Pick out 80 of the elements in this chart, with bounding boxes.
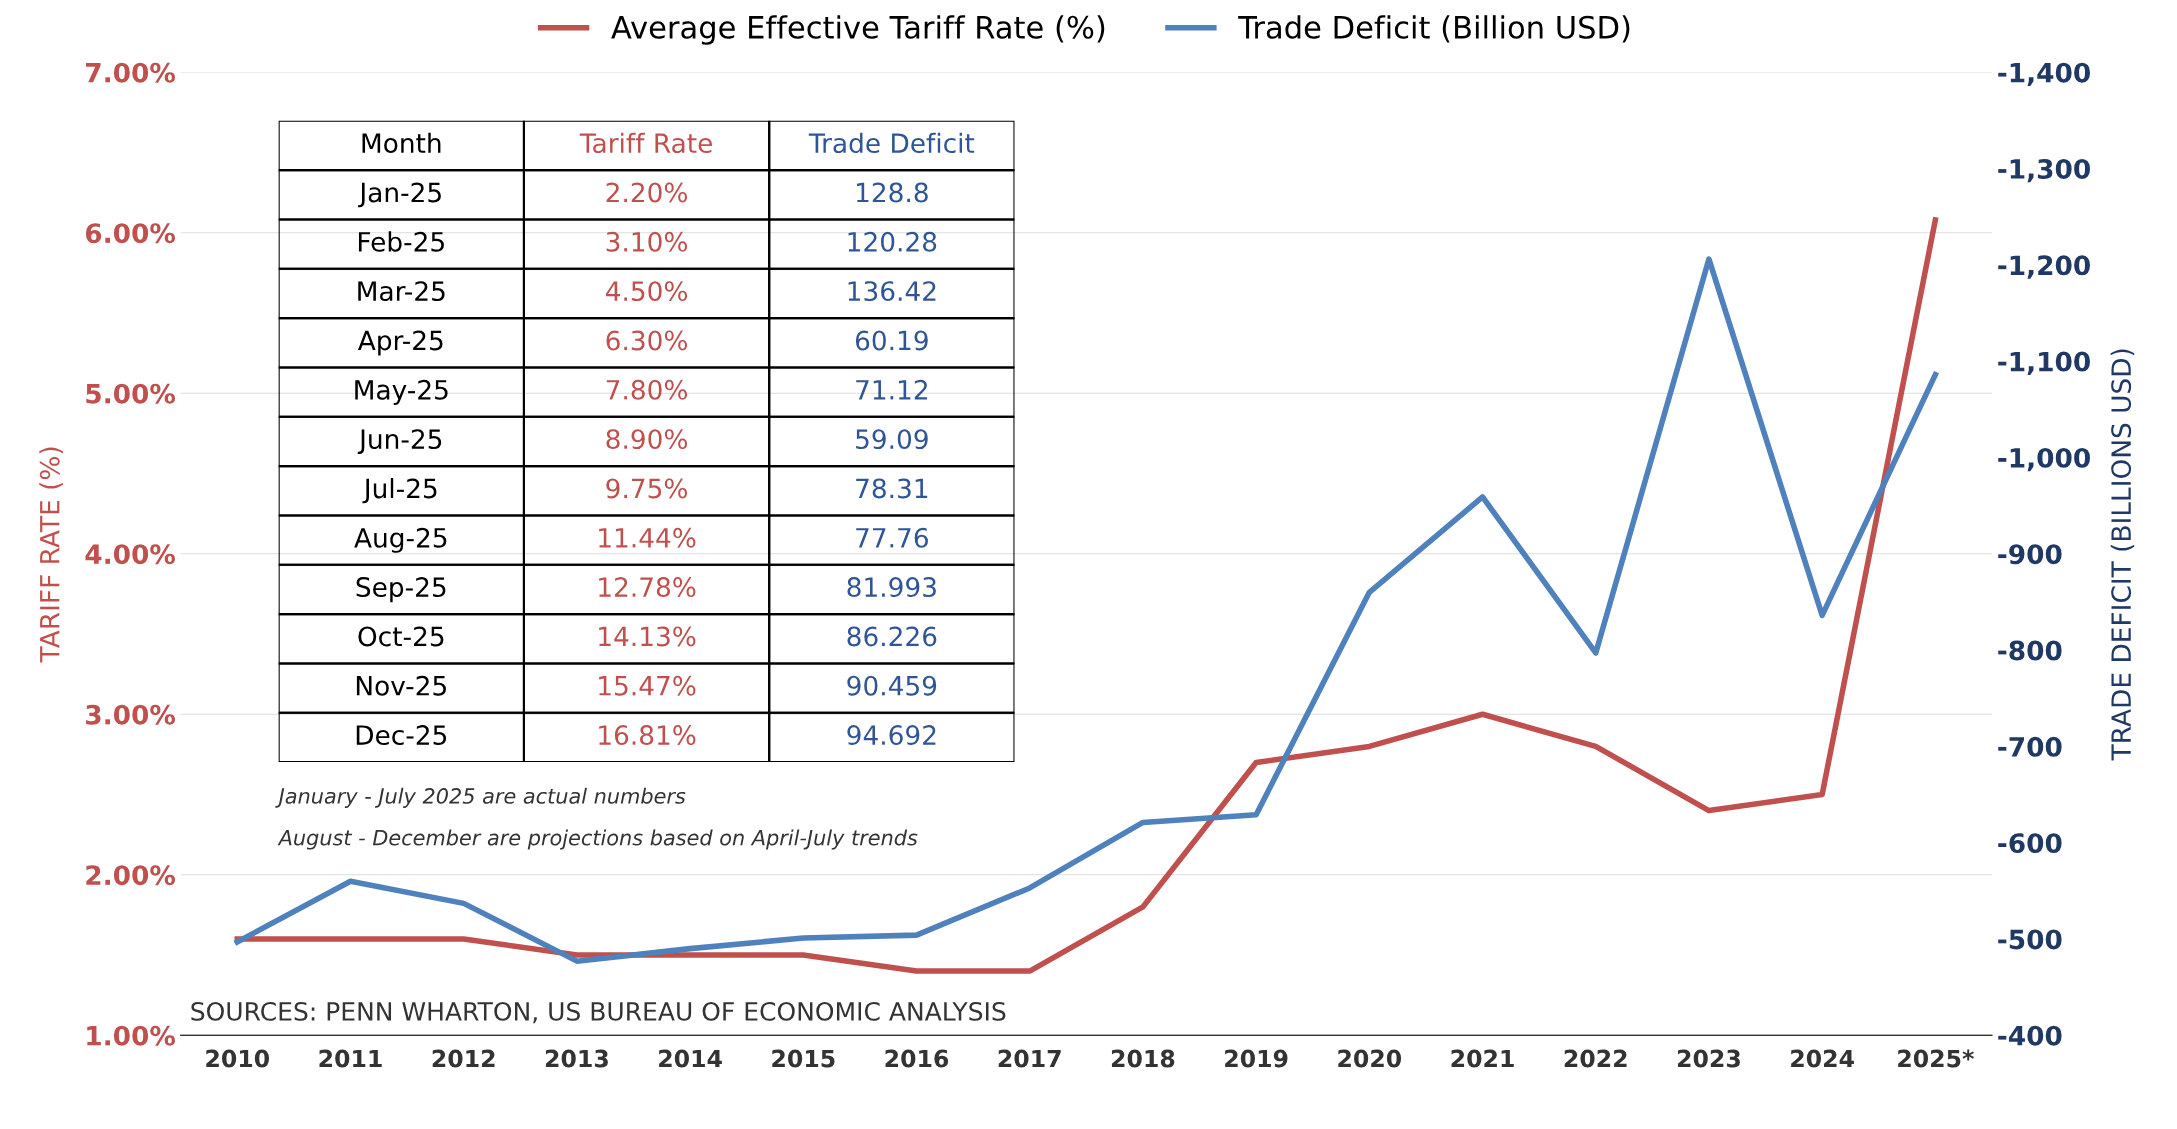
text: Jul-25 [362,478,437,504]
y-tick-label: 1.00% [87,1025,175,1046]
y2-tick-label: -600 [1998,833,2062,854]
category-label: Tariff Rate [579,132,712,154]
legend-label: Trade Deficit (Billion USD) [1238,15,1630,43]
y2-tick-label: -1,100 [1998,351,2090,375]
y2-tick-label: -1,000 [1998,447,2090,472]
text: Mar-25 [358,281,445,302]
text: 78.31 [856,478,928,499]
y2-tick-label: -400 [1998,1025,2062,1046]
text: Aug-25 [354,527,447,553]
text: 12.78% [599,577,696,598]
text: 3.10% [606,231,688,252]
text: Nov-25 [356,675,446,696]
x-tick-label: 2014 [659,1049,722,1068]
text: 90.459 [847,675,937,696]
text: Feb-25 [358,231,444,252]
text: 6.30% [606,330,688,351]
annotation: January - July 2025 are actual numbers [275,787,686,808]
text: Jun-25 [357,429,442,454]
y2-tick-label: -1,300 [1998,159,2090,183]
y2-tick-label: -500 [1998,929,2062,950]
x-tick-label: 2010 [206,1049,270,1068]
x-tick-label: 2023 [1677,1049,1740,1068]
text: 136.42 [848,281,936,302]
y-tick-label: 5.00% [86,383,175,404]
y2-tick-label: -700 [1998,736,2062,757]
y2-tick-label: -1,200 [1998,255,2090,279]
text: 86.226 [847,626,937,647]
text: Oct-25 [358,626,444,647]
text: Sep-25 [356,577,446,603]
x-tick-label: 2015 [772,1049,835,1068]
y2-tick-label: -900 [1998,544,2062,565]
x-tick-label: 2021 [1451,1049,1514,1068]
text: Apr-25 [357,330,443,356]
text: 11.44% [599,527,696,548]
x-tick-label: 2012 [432,1049,495,1068]
text: 94.692 [847,725,936,746]
text: 128.8 [856,182,928,203]
text: Dec-25 [356,725,447,746]
x-tick-label: 2016 [885,1049,949,1068]
text: 2.20% [606,182,688,203]
y-tick-label: 7.00% [86,62,175,83]
text: May-25 [355,379,448,405]
x-tick-label: 2025* [1898,1049,1974,1068]
text: 14.13% [599,626,696,647]
annotation: August - December are projections based on April-July trends [277,829,918,850]
y-axis-title: TARIFF RATE (%) [39,447,63,663]
text: 8.90% [606,429,688,450]
text: 16.81% [599,725,696,746]
text: Jan-25 [358,182,441,208]
y2-tick-label: -800 [1998,640,2062,661]
text: 15.47% [599,675,696,696]
category-label: Trade Deficit [808,132,975,154]
annotation: SOURCES: PENN WHARTON, US BUREAU OF ECONOMIC ANALYSIS [191,1001,1006,1024]
legend-label: Average Effective Tariff Rate (%) [611,15,1105,45]
text: 77.76 [856,527,928,548]
text: 71.12 [856,379,927,400]
y2-axis-title: TRADE DEFICIT (BILLIONS USD) [2110,349,2135,761]
y-tick-label: 6.00% [85,223,175,244]
x-tick-label: 2017 [998,1049,1061,1068]
x-tick-label: 2013 [545,1049,608,1068]
y-tick-label: 4.00% [85,544,175,565]
x-tick-label: 2024 [1791,1049,1854,1068]
text: 7.80% [606,379,688,400]
x-tick-label: 2020 [1338,1049,1402,1068]
text: 59.09 [856,429,928,450]
y2-tick-label: -1,400 [1998,62,2090,87]
x-tick-label: 2018 [1111,1049,1175,1068]
y-tick-label: 2.00% [86,865,175,886]
text: 4.50% [605,281,688,302]
y-tick-label: 3.00% [86,704,175,725]
text: 120.28 [848,231,937,252]
x-tick-label: 2019 [1225,1049,1288,1068]
category-label: Month [362,132,441,154]
text: 81.993 [847,577,936,598]
text: 60.19 [855,330,928,351]
x-tick-label: 2011 [319,1049,382,1068]
x-tick-label: 2022 [1564,1049,1627,1068]
text: 9.75% [606,478,688,499]
